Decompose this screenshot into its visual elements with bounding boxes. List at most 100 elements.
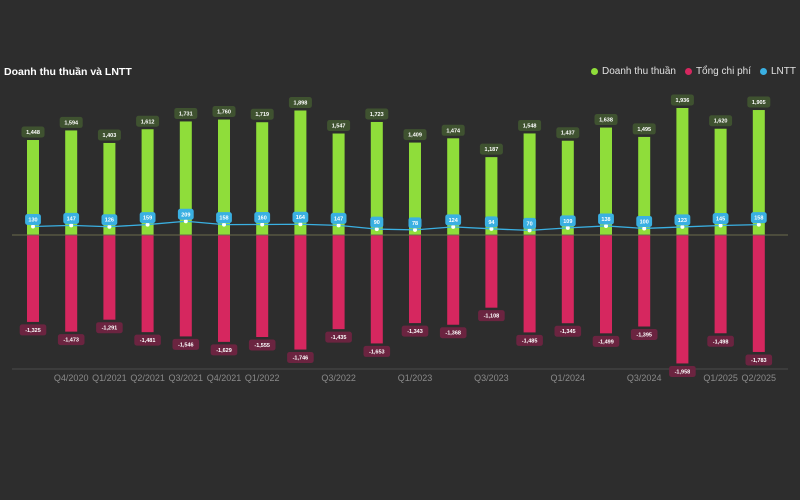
profit-point[interactable] [756,222,761,227]
profit-point[interactable] [107,224,112,229]
revenue-value-label-bg [21,126,45,138]
profit-point[interactable] [413,227,417,232]
bar-cost[interactable] [141,235,154,333]
bar-cost[interactable] [179,235,192,337]
bar-revenue[interactable] [752,110,765,235]
revenue-value-label: 1,594 [64,120,79,126]
bar-revenue[interactable] [447,138,460,235]
profit-point[interactable] [489,226,494,231]
x-tick-label: Q3/2022 [321,373,356,383]
profit-value-label: 164 [296,215,306,221]
profit-point[interactable] [604,223,608,228]
bar-cost[interactable] [332,235,345,330]
profit-point[interactable] [260,222,265,227]
x-tick-label: Q1/2024 [551,373,586,383]
profit-point[interactable] [183,219,188,224]
revenue-value-label-bg [97,129,121,141]
bar-cost[interactable] [370,235,383,344]
bar-revenue[interactable] [676,107,689,235]
cost-value-label: -1,783 [751,358,767,364]
profit-point[interactable] [69,223,74,228]
bar-cost[interactable] [600,235,612,334]
profit-point[interactable] [451,224,456,229]
legend-item-revenue[interactable]: Doanh thu thuần [591,66,676,77]
profit-point[interactable] [298,222,303,227]
bar-revenue[interactable] [714,128,727,235]
cost-value-label: -1,395 [636,333,652,339]
bar-cost[interactable] [676,235,689,364]
bar-revenue[interactable] [179,121,192,235]
profit-point[interactable] [31,224,35,229]
bar-revenue[interactable] [218,119,230,235]
bar-revenue[interactable] [65,130,78,235]
bar-revenue[interactable] [370,121,383,235]
profit-value-label: 100 [640,219,649,225]
bar-revenue[interactable] [141,129,154,235]
bar-cost[interactable] [218,235,230,342]
profit-value-label: 159 [143,216,152,222]
x-tick-label: Q1/2021 [92,373,127,383]
bar-revenue[interactable] [409,142,421,235]
legend-item-costs[interactable]: Tổng chi phí [684,66,751,77]
revenue-value-label: 1,723 [370,112,384,118]
bar-cost[interactable] [27,235,39,322]
profit-value-label: 147 [67,216,76,222]
x-tick-label: Q1/2025 [703,373,738,383]
legend-label-costs: Tổng chi phí [695,66,751,77]
cost-value-label: -1,629 [216,348,232,354]
cost-value-label-bg [630,329,658,341]
bar-revenue[interactable] [485,157,498,235]
cost-value-label: -1,958 [675,369,691,375]
cost-value-label-bg [363,345,391,357]
profit-point[interactable] [336,223,341,228]
bar-revenue[interactable] [600,127,612,235]
bar-revenue[interactable] [638,136,651,235]
bar-revenue[interactable] [561,140,574,235]
bar-cost[interactable] [485,235,498,308]
bar-cost[interactable] [294,235,307,350]
x-tick-label: Q1/2022 [245,373,280,383]
revenue-value-label-bg [518,119,542,131]
bar-cost[interactable] [65,235,78,332]
bar-cost[interactable] [103,235,116,320]
bar-revenue[interactable] [332,133,345,235]
x-tick-label: Q1/2023 [398,373,433,383]
profit-value-label: 90 [374,220,380,226]
bar-revenue[interactable] [523,133,536,235]
bar-cost[interactable] [256,235,269,338]
revenue-value-label-bg [136,115,160,127]
cost-value-label: -1,546 [178,342,194,348]
profit-point[interactable] [145,222,150,227]
profit-point[interactable] [565,225,570,230]
bar-cost[interactable] [561,235,574,324]
legend-dot-costs [684,68,692,75]
cost-value-label: -1,325 [25,328,41,334]
legend-item-profit[interactable]: LNTT [760,66,796,77]
profit-point[interactable] [642,226,647,231]
revenue-value-label: 1,547 [332,124,346,130]
bar-revenue[interactable] [27,140,39,235]
bar-revenue[interactable] [294,110,307,235]
legend-dot-profit [760,68,767,75]
profit-point[interactable] [222,222,226,227]
bar-revenue[interactable] [256,122,269,235]
bar-revenue[interactable] [103,142,116,235]
bar-cost[interactable] [714,235,727,334]
bar-cost[interactable] [523,235,536,333]
cost-value-label: -1,435 [331,335,347,341]
revenue-value-label: 1,409 [408,133,422,139]
profit-point[interactable] [527,228,532,233]
cost-value-label-bg [554,325,582,337]
profit-point[interactable] [680,224,685,229]
profit-value-label: 70 [527,221,533,227]
profit-point[interactable] [718,223,723,228]
profit-value-label: 126 [105,218,114,224]
bar-cost[interactable] [752,235,765,352]
bar-cost[interactable] [638,235,651,327]
bar-cost[interactable] [447,235,460,325]
revenue-value-label-bg [212,106,236,118]
x-tick-label: Q3/2023 [474,373,509,383]
bar-cost[interactable] [409,235,421,324]
revenue-value-label: 1,474 [446,128,461,134]
profit-point[interactable] [374,227,379,232]
